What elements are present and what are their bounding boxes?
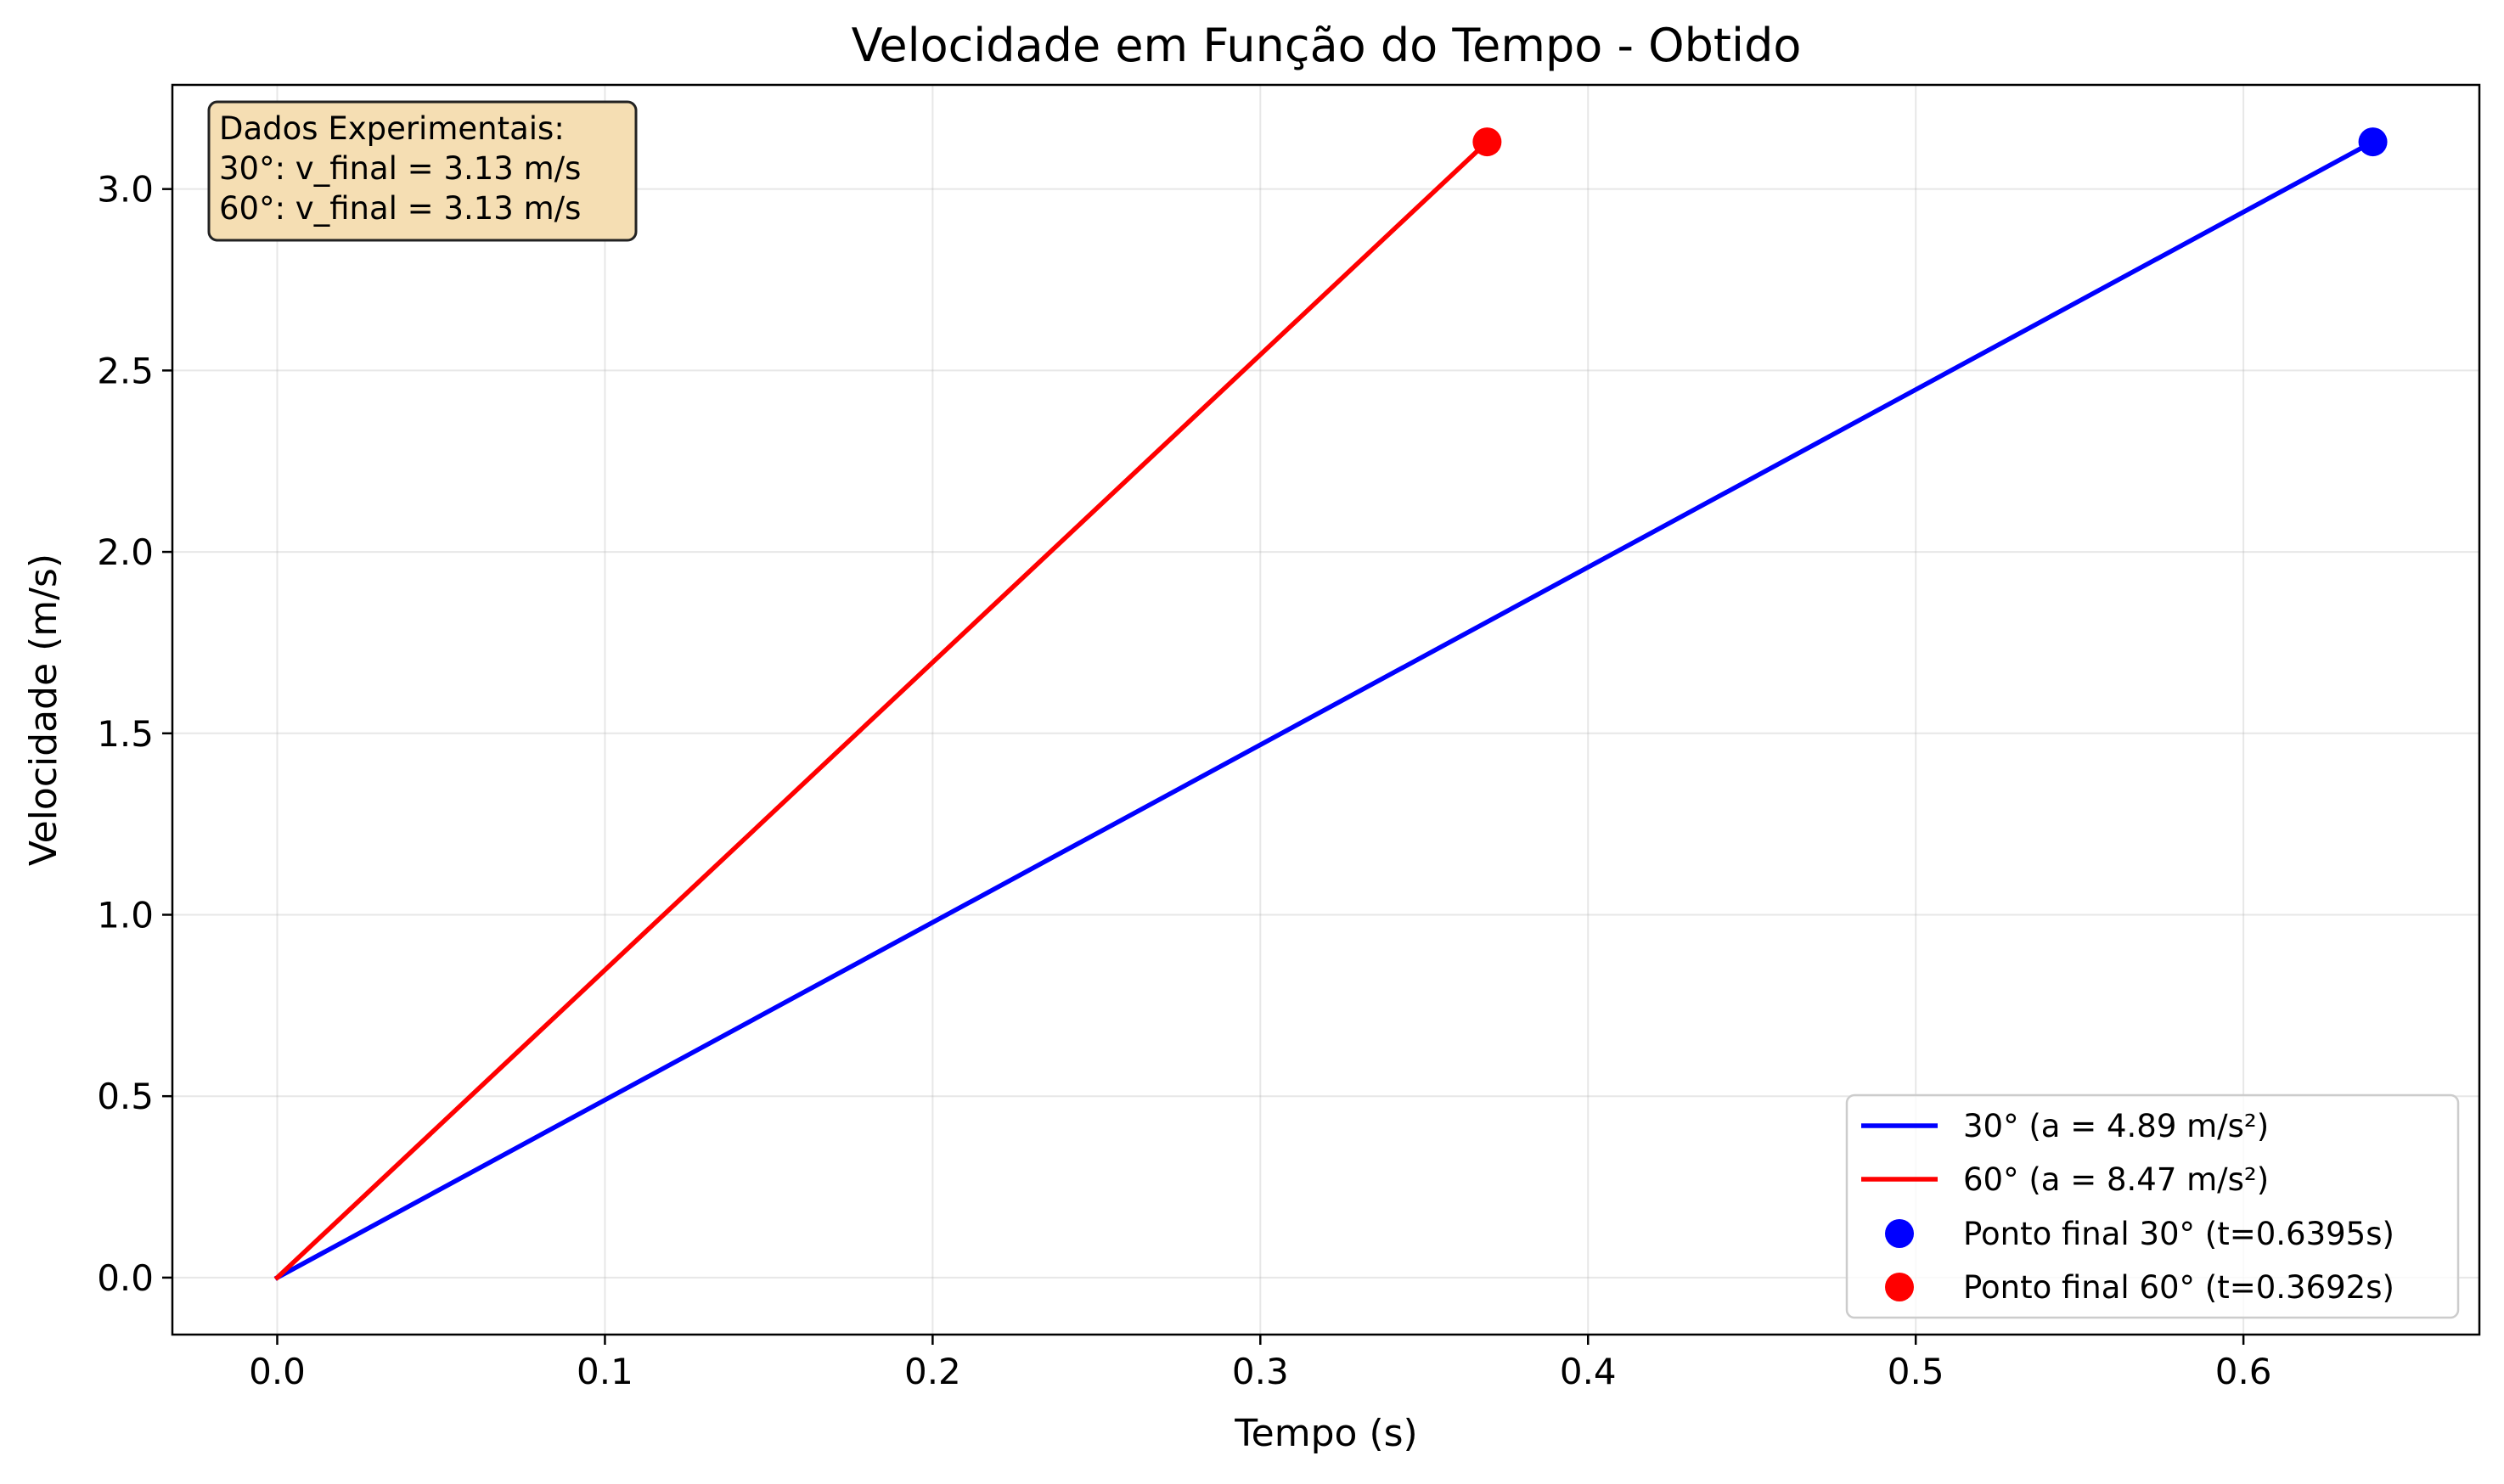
x-tick-label: 0.4 bbox=[1560, 1351, 1617, 1392]
y-tick-label: 3.0 bbox=[97, 169, 154, 211]
annotation-box: Dados Experimentais: 30°: v_final = 3.13… bbox=[207, 100, 638, 242]
data-point bbox=[2358, 127, 2388, 157]
x-axis-label: Tempo (s) bbox=[1234, 1412, 1417, 1455]
annotation-line-3: 60°: v_final = 3.13 m/s bbox=[219, 190, 581, 227]
annotation-line-2: 30°: v_final = 3.13 m/s bbox=[219, 150, 581, 187]
legend-label-30: 30° (a = 4.89 m/s²) bbox=[1963, 1108, 2269, 1144]
y-tick-label: 2.0 bbox=[97, 531, 154, 573]
y-axis-label: Velocidade (m/s) bbox=[22, 554, 65, 866]
ticks-layer: 0.0 0.1 0.2 0.3 0.4 0.5 0.6 0.0 0.5 1.0 1.5 2.0 2.5 3… bbox=[97, 169, 2271, 1392]
data-point bbox=[1472, 127, 1502, 157]
x-tick-label: 0.3 bbox=[1232, 1351, 1289, 1392]
x-tick-label: 0.6 bbox=[2215, 1351, 2272, 1392]
series-line bbox=[273, 138, 1491, 1281]
x-tick-label: 0.1 bbox=[577, 1351, 633, 1392]
x-tick-label: 0.0 bbox=[249, 1351, 306, 1392]
y-tick-label: 0.0 bbox=[97, 1257, 154, 1299]
annotation-line-1: Dados Experimentais: bbox=[219, 110, 565, 147]
plot-frame bbox=[171, 83, 2481, 1336]
legend-marker-30 bbox=[1885, 1219, 1914, 1248]
x-tick-label: 0.2 bbox=[904, 1351, 961, 1392]
y-tick-label: 1.0 bbox=[97, 894, 154, 936]
legend-background bbox=[1845, 1093, 2460, 1319]
x-tick-label: 0.5 bbox=[1888, 1351, 1944, 1392]
chart-title: Velocidade em Função do Tempo - Obtido bbox=[852, 19, 1802, 72]
grid-layer bbox=[172, 85, 2479, 1335]
legend: 30° (a = 4.89 m/s²) 60° (a = 8.47 m/s²) … bbox=[1845, 1093, 2460, 1319]
annotation-background bbox=[207, 100, 638, 242]
legend-marker-60 bbox=[1885, 1273, 1914, 1301]
series-line bbox=[273, 138, 2377, 1281]
y-tick-label: 1.5 bbox=[97, 713, 154, 755]
legend-label-60: 60° (a = 8.47 m/s²) bbox=[1963, 1161, 2269, 1198]
y-tick-label: 0.5 bbox=[97, 1076, 154, 1117]
legend-label-point-60: Ponto final 60° (t=0.3692s) bbox=[1963, 1269, 2394, 1306]
y-tick-label: 2.5 bbox=[97, 350, 154, 391]
legend-label-point-30: Ponto final 30° (t=0.6395s) bbox=[1963, 1216, 2394, 1252]
series-layer bbox=[273, 127, 2388, 1281]
